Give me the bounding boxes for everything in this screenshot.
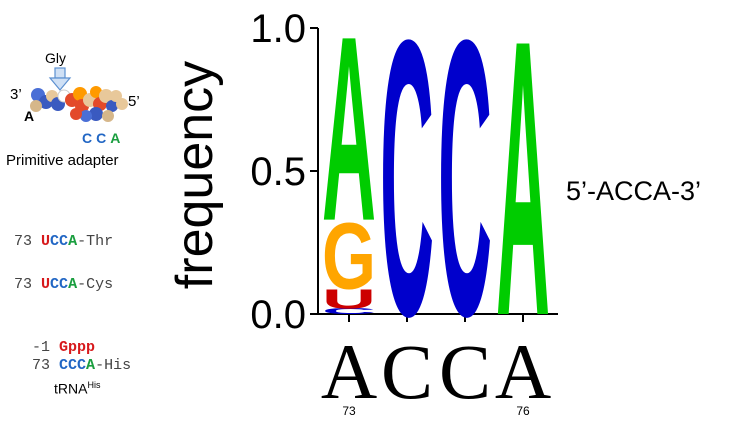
consensus-letter: C [439,328,491,415]
logo-sequence-label: 5’-ACCA-3’ [566,176,702,206]
seq-first-base: U [41,276,51,293]
trna-text: tRNA [54,380,88,397]
adapter-letter-a2: A [110,130,125,146]
seq-suffix: -Thr [77,233,114,250]
logo-letter-c: C [380,0,434,398]
his-ccc: CCC [59,357,87,374]
position-label: 76 [516,404,530,418]
adapter-letter-c2: C [96,130,111,146]
seq-a: A [68,233,78,250]
logo-letter-a: A [496,0,550,398]
seq-line-thr: 73 UCCA-Thr [14,233,113,250]
consensus-letter: A [495,328,551,415]
position-label: 73 [342,404,356,418]
adapter-illustration [30,67,128,122]
seq-cc: CC [50,276,69,293]
his-num-2: 73 [32,357,51,374]
his-num-1: -1 [32,339,51,356]
seq-a: A [68,276,78,293]
molecule-icon [30,86,128,122]
his-a: A [86,357,96,374]
y-tick-label: 1.0 [250,7,306,51]
y-tick-label: 0.5 [250,150,306,194]
adapter-cca-letters: CCA [82,130,124,146]
logo-letter-g: G [322,204,376,309]
adapter-letter-a: A [24,108,35,124]
seq-num: 73 [14,233,33,250]
y-axis-label: frequency [166,61,224,289]
left-panel: Gly 3’ 5’ A CCA Primitive adapter 73 UCC… [0,0,200,430]
consensus-letter: C [381,328,433,415]
logo-letter-c: C [322,307,376,316]
logo-axis: 0.0 0.5 1.0 frequency [166,7,558,337]
seq-cc: CC [50,233,69,250]
his-line-2: 73 CCCA-His [32,357,131,374]
consensus-letter: A [321,328,377,415]
seq-num: 73 [14,276,33,293]
label-5-prime: 5’ [128,93,140,110]
y-tick-label: 0.0 [250,293,306,337]
adapter-letter-c1: C [82,130,97,146]
seq-suffix: -Cys [77,276,114,293]
his-suffix: -His [95,357,132,374]
label-3-prime: 3’ [10,86,22,103]
seq-first-base: U [41,233,51,250]
logo-letter-a: A [322,0,376,276]
gly-label: Gly [45,50,66,66]
his-line-1: -1 Gppp [32,339,95,356]
down-arrow-icon [48,67,72,91]
seq-line-cys: 73 UCCA-Cys [14,276,113,293]
logo-letter-u: U [322,283,376,314]
logo-letter-c: C [438,0,492,398]
trna-superscript: His [87,380,101,390]
logo-consensus: A C C A73 76 [321,328,551,418]
his-gppp: Gppp [59,339,96,356]
adapter-caption: Primitive adapter [6,152,119,169]
trna-his-label: tRNAHis [54,380,100,397]
